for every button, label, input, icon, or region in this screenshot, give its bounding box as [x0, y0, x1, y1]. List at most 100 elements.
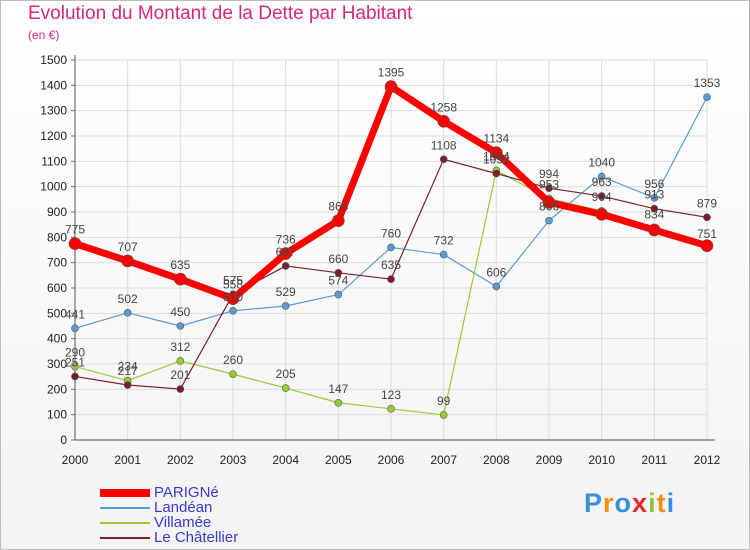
series-lines: [68, 80, 714, 419]
data-label: 1108: [431, 138, 457, 152]
data-point: [700, 239, 714, 252]
data-label: 913: [644, 188, 664, 202]
data-point: [492, 169, 501, 178]
data-point: [650, 194, 659, 202]
data-point: [490, 146, 503, 160]
data-point: [229, 306, 237, 315]
logo-letter: i: [648, 488, 657, 518]
data-label: 707: [118, 240, 138, 254]
y-tick-label: 1200: [40, 129, 67, 143]
data-label: 99: [437, 394, 451, 408]
x-tick-label: 2007: [430, 453, 457, 467]
data-label: 575: [223, 273, 243, 287]
data-label: 290: [65, 346, 85, 360]
data-label: 660: [328, 252, 348, 266]
legend-label: Landéan: [154, 499, 213, 516]
data-label: 234: [118, 360, 138, 374]
x-tick-label: 2012: [694, 453, 721, 467]
data-point: [176, 322, 185, 330]
data-label: 450: [170, 305, 190, 319]
data-point: [123, 309, 132, 317]
data-point: [176, 385, 185, 393]
x-tick-label: 2006: [378, 453, 405, 467]
data-label: 834: [644, 208, 664, 222]
data-point: [703, 213, 711, 222]
data-point: [281, 384, 290, 392]
y-tick-label: 600: [47, 281, 67, 295]
proxiti-logo: Proxiti: [584, 488, 675, 519]
y-tick-label: 0: [60, 433, 67, 447]
y-tick-label: 100: [47, 408, 67, 422]
logo-letter: o: [614, 488, 633, 518]
data-label: 1040: [588, 156, 615, 170]
data-label: 502: [118, 292, 138, 306]
x-tick-label: 2011: [641, 453, 667, 467]
logo-letter: r: [603, 488, 615, 518]
data-label: 953: [539, 178, 559, 192]
x-tick-label: 2002: [167, 453, 194, 467]
legend-label: Villamée: [154, 514, 212, 531]
data-label: 1134: [483, 132, 509, 146]
data-label: 606: [486, 265, 506, 279]
x-tick-label: 2004: [272, 453, 299, 467]
data-label: 574: [328, 274, 348, 288]
data-label: 760: [381, 226, 401, 240]
data-point: [439, 411, 448, 419]
data-label: 904: [592, 190, 612, 204]
y-tick-label: 200: [47, 382, 67, 396]
data-point: [279, 247, 292, 260]
data-label: 1064: [483, 149, 510, 163]
x-tick-label: 2010: [588, 453, 615, 467]
y-tick-label: 1400: [40, 78, 67, 92]
legend-label: Le Châtellier: [154, 529, 239, 546]
legend-swatch: [100, 522, 150, 524]
data-label: 201: [170, 368, 190, 382]
chart-unit: (en €): [28, 28, 60, 42]
data-label: 529: [276, 285, 296, 299]
data-point: [545, 216, 553, 225]
data-label: 736: [276, 233, 296, 247]
data-point: [542, 196, 556, 209]
y-tick-label: 900: [47, 205, 67, 219]
x-tick-label: 2005: [325, 453, 352, 467]
data-label: 205: [276, 367, 296, 381]
data-point: [595, 207, 608, 221]
data-point: [439, 155, 448, 164]
logo-letter: i: [666, 488, 676, 518]
x-tick-label: 2001: [114, 453, 141, 467]
data-point: [597, 172, 606, 181]
x-tick-label: 2003: [220, 453, 247, 467]
data-point: [226, 292, 240, 305]
axes: 0 100 200 300 400 500 600 700 800 900 1000 1100 1200…: [40, 53, 720, 467]
data-point: [123, 381, 132, 389]
data-label: 994: [539, 167, 559, 181]
y-tick-label: 1500: [40, 53, 67, 67]
data-point: [229, 370, 237, 378]
data-point: [334, 268, 343, 277]
legend-swatch: [100, 537, 150, 539]
data-point: [597, 192, 606, 200]
data-point: [439, 250, 448, 259]
data-point: [387, 243, 395, 252]
data-point: [387, 405, 395, 413]
data-point: [71, 324, 79, 333]
data-point: [332, 214, 345, 227]
data-point: [334, 398, 343, 407]
data-point: [650, 204, 659, 213]
x-tick-label: 2009: [536, 453, 563, 467]
data-label: 635: [381, 258, 401, 272]
data-label: 441: [65, 307, 85, 321]
x-tick-label: 2000: [62, 453, 89, 467]
data-point: [281, 262, 290, 270]
data-label: 510: [223, 290, 243, 304]
data-label: 732: [434, 234, 454, 248]
data-point: [121, 254, 134, 268]
data-label: 147: [328, 382, 348, 396]
y-tick-label: 1000: [40, 180, 67, 194]
data-point: [71, 372, 79, 381]
data-label: 1353: [694, 76, 721, 90]
data-label: 217: [118, 364, 138, 378]
legend-label: PARIGNé: [154, 484, 219, 501]
